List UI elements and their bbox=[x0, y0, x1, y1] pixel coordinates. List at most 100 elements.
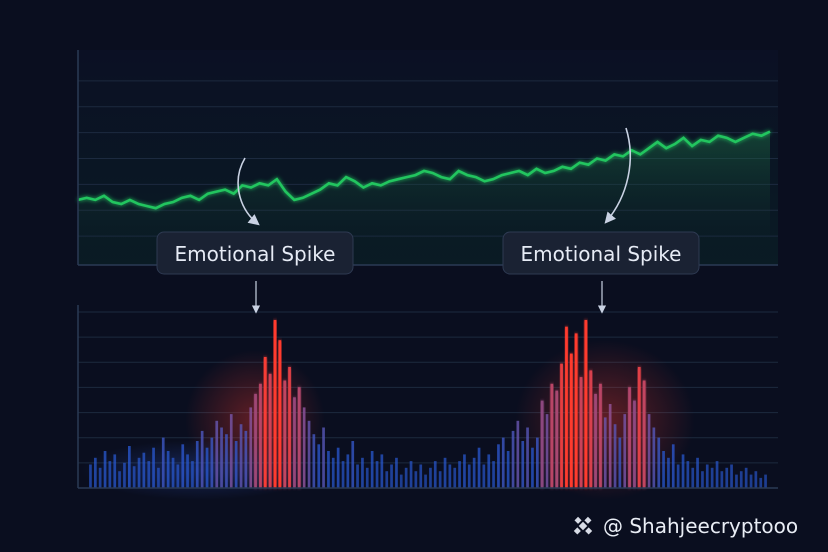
bar bbox=[375, 461, 379, 488]
bar bbox=[550, 383, 554, 488]
bar bbox=[404, 467, 408, 488]
bar bbox=[540, 400, 544, 488]
bar bbox=[594, 393, 597, 488]
bar bbox=[234, 441, 238, 488]
bar bbox=[579, 377, 583, 488]
bar bbox=[161, 437, 165, 488]
bar bbox=[132, 466, 136, 488]
bar bbox=[720, 471, 724, 488]
bar bbox=[205, 447, 209, 488]
bar bbox=[526, 427, 529, 488]
bar bbox=[327, 451, 330, 488]
bar bbox=[565, 326, 568, 488]
bar bbox=[710, 467, 714, 488]
annotation-left: Emotional Spike bbox=[156, 231, 354, 275]
bar bbox=[152, 447, 155, 488]
bar bbox=[166, 451, 170, 488]
bar bbox=[195, 441, 199, 488]
bar bbox=[570, 353, 573, 488]
bar bbox=[506, 451, 510, 488]
bar bbox=[370, 451, 374, 488]
bar bbox=[443, 457, 447, 488]
bar bbox=[254, 393, 257, 488]
bar bbox=[157, 467, 160, 488]
annotation-box bbox=[156, 231, 354, 275]
bar bbox=[472, 457, 476, 488]
bar bbox=[545, 414, 549, 488]
bar bbox=[667, 457, 670, 488]
bar bbox=[633, 400, 636, 488]
bar bbox=[351, 441, 355, 488]
watermark-text: @ Shahjeecryptooo bbox=[603, 514, 798, 538]
bar bbox=[657, 437, 661, 488]
bar bbox=[399, 474, 403, 488]
bar bbox=[492, 461, 495, 488]
bar bbox=[331, 457, 335, 488]
bar bbox=[147, 461, 151, 488]
emotion-bars bbox=[89, 320, 767, 488]
bar bbox=[705, 464, 709, 488]
bar bbox=[555, 390, 559, 488]
bar bbox=[744, 467, 748, 488]
bar bbox=[142, 452, 146, 488]
bar bbox=[511, 430, 515, 488]
bar bbox=[608, 404, 612, 488]
bar bbox=[278, 340, 282, 488]
bar bbox=[249, 407, 253, 488]
bar bbox=[438, 471, 442, 488]
bar bbox=[628, 387, 631, 488]
bar bbox=[98, 467, 102, 488]
bar bbox=[259, 383, 262, 488]
bar bbox=[691, 467, 695, 488]
bar bbox=[312, 434, 316, 488]
left-curved-arrow bbox=[237, 157, 260, 226]
watermark: @ Shahjeecryptooo bbox=[573, 514, 798, 538]
bar bbox=[108, 461, 112, 488]
price-line-area bbox=[78, 131, 770, 262]
bar bbox=[560, 363, 563, 488]
bar bbox=[380, 454, 384, 488]
bar bbox=[356, 464, 359, 488]
bar bbox=[735, 474, 738, 488]
bar bbox=[385, 471, 389, 488]
bar bbox=[283, 380, 287, 488]
bar bbox=[715, 461, 719, 488]
bar bbox=[696, 457, 699, 488]
bar bbox=[103, 451, 107, 488]
bar bbox=[497, 444, 500, 488]
bar bbox=[191, 461, 194, 488]
bar bbox=[268, 373, 272, 488]
bar bbox=[603, 417, 607, 488]
bar bbox=[701, 471, 704, 488]
bar bbox=[652, 427, 656, 488]
annotation-box bbox=[502, 231, 700, 275]
bar bbox=[171, 457, 175, 488]
bar bbox=[463, 454, 466, 488]
bar bbox=[297, 387, 301, 488]
bar bbox=[94, 457, 97, 488]
bar bbox=[419, 464, 423, 488]
bar bbox=[739, 471, 743, 488]
bar bbox=[365, 467, 369, 488]
annotation-label: Emotional Spike bbox=[521, 242, 682, 266]
bar bbox=[730, 464, 733, 488]
bar bbox=[293, 397, 296, 488]
bar bbox=[414, 471, 418, 488]
bar bbox=[176, 464, 180, 488]
bar bbox=[467, 464, 471, 488]
bar bbox=[458, 461, 461, 488]
bar bbox=[429, 467, 432, 488]
bar bbox=[686, 461, 690, 488]
bar bbox=[229, 414, 233, 488]
bar bbox=[759, 477, 763, 488]
bar bbox=[137, 457, 141, 488]
bar bbox=[215, 420, 219, 488]
bar bbox=[647, 414, 651, 488]
bar bbox=[181, 444, 185, 488]
bar bbox=[225, 434, 228, 488]
bar bbox=[273, 320, 277, 488]
bar bbox=[623, 414, 627, 488]
bar bbox=[589, 370, 593, 488]
bar bbox=[89, 464, 92, 488]
